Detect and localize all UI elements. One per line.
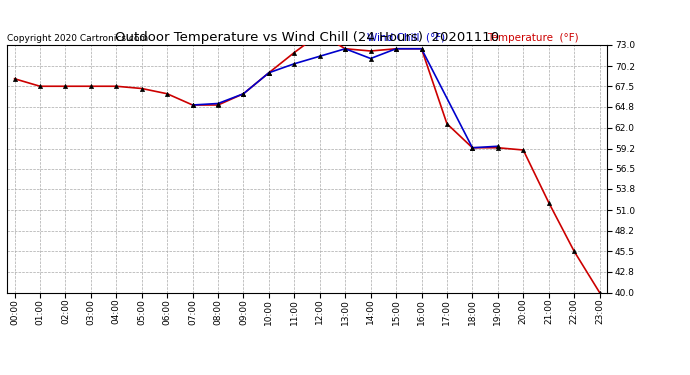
- Title: Outdoor Temperature vs Wind Chill (24 Hours)  20201110: Outdoor Temperature vs Wind Chill (24 Ho…: [115, 31, 499, 44]
- Text: Wind Chill  (°F): Wind Chill (°F): [367, 33, 445, 42]
- Text: Temperature  (°F): Temperature (°F): [487, 33, 579, 42]
- Text: Copyright 2020 Cartronics.com: Copyright 2020 Cartronics.com: [7, 33, 148, 42]
